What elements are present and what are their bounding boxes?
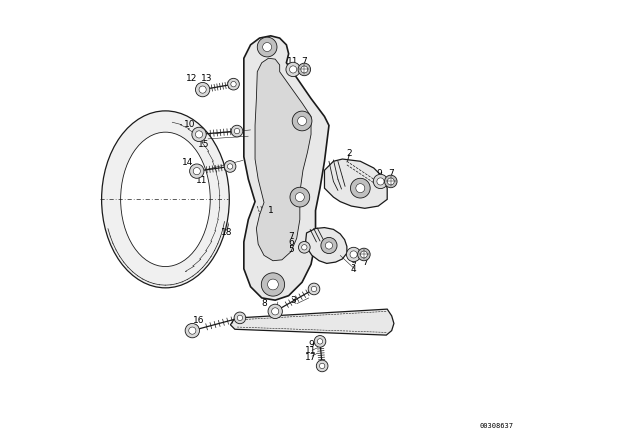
Circle shape	[257, 37, 277, 57]
Circle shape	[271, 308, 279, 315]
Text: 11: 11	[196, 176, 207, 185]
Circle shape	[387, 178, 394, 185]
Text: 9: 9	[351, 258, 356, 267]
Circle shape	[228, 78, 239, 90]
Text: 10: 10	[184, 120, 196, 129]
Text: 11: 11	[287, 57, 298, 66]
Text: 8: 8	[261, 299, 267, 308]
Circle shape	[325, 242, 333, 249]
Circle shape	[189, 164, 204, 178]
Text: 4: 4	[351, 265, 356, 274]
Circle shape	[316, 360, 328, 372]
Text: 3: 3	[291, 296, 296, 305]
Circle shape	[319, 363, 325, 369]
Circle shape	[308, 283, 320, 295]
Circle shape	[262, 43, 271, 52]
Circle shape	[351, 178, 370, 198]
Text: 18: 18	[221, 228, 232, 237]
Circle shape	[311, 286, 317, 292]
Circle shape	[199, 86, 206, 93]
Circle shape	[373, 174, 388, 189]
Circle shape	[231, 82, 236, 87]
Text: 9: 9	[308, 340, 314, 349]
Text: 2: 2	[346, 149, 352, 158]
Text: 1: 1	[268, 206, 273, 215]
Text: 6: 6	[288, 238, 294, 247]
Text: 15: 15	[198, 140, 209, 149]
Text: 13: 13	[202, 74, 213, 83]
Text: 12: 12	[186, 74, 197, 83]
Text: 9: 9	[376, 169, 382, 178]
Circle shape	[292, 111, 312, 131]
Ellipse shape	[120, 132, 210, 267]
Circle shape	[237, 315, 243, 321]
Text: 5: 5	[288, 245, 294, 254]
Circle shape	[268, 279, 278, 290]
Circle shape	[298, 116, 307, 125]
Circle shape	[231, 125, 243, 137]
Circle shape	[385, 175, 397, 188]
Text: 7: 7	[301, 57, 307, 66]
Text: 7: 7	[288, 232, 294, 241]
Circle shape	[377, 178, 384, 185]
Ellipse shape	[102, 111, 229, 288]
Text: 11: 11	[305, 346, 317, 355]
Circle shape	[195, 82, 210, 97]
Circle shape	[301, 245, 307, 250]
Circle shape	[289, 66, 297, 73]
Circle shape	[189, 327, 196, 334]
Polygon shape	[255, 58, 311, 261]
Polygon shape	[244, 36, 329, 300]
Circle shape	[227, 164, 233, 169]
Circle shape	[261, 273, 285, 296]
Circle shape	[360, 251, 367, 258]
Circle shape	[268, 304, 282, 319]
Text: 7: 7	[388, 169, 394, 178]
Text: 00308637: 00308637	[480, 423, 514, 430]
Circle shape	[350, 251, 357, 258]
Circle shape	[301, 66, 308, 73]
Circle shape	[286, 62, 300, 77]
Text: 16: 16	[193, 316, 205, 325]
Polygon shape	[230, 309, 394, 335]
Circle shape	[192, 127, 206, 142]
Circle shape	[346, 247, 361, 262]
Circle shape	[224, 161, 236, 172]
Circle shape	[193, 168, 200, 175]
Circle shape	[321, 237, 337, 254]
Text: 17: 17	[305, 353, 317, 362]
Circle shape	[195, 131, 203, 138]
Text: 14: 14	[182, 158, 193, 167]
Text: 7: 7	[362, 258, 367, 267]
Circle shape	[317, 339, 323, 344]
Circle shape	[234, 312, 246, 324]
Polygon shape	[306, 228, 347, 263]
Circle shape	[185, 323, 200, 338]
Circle shape	[296, 193, 305, 202]
Circle shape	[298, 241, 310, 253]
Circle shape	[314, 336, 326, 347]
Circle shape	[358, 248, 370, 261]
Circle shape	[298, 63, 310, 76]
Circle shape	[234, 129, 239, 134]
Circle shape	[290, 187, 310, 207]
Polygon shape	[324, 159, 387, 208]
Circle shape	[356, 184, 365, 193]
